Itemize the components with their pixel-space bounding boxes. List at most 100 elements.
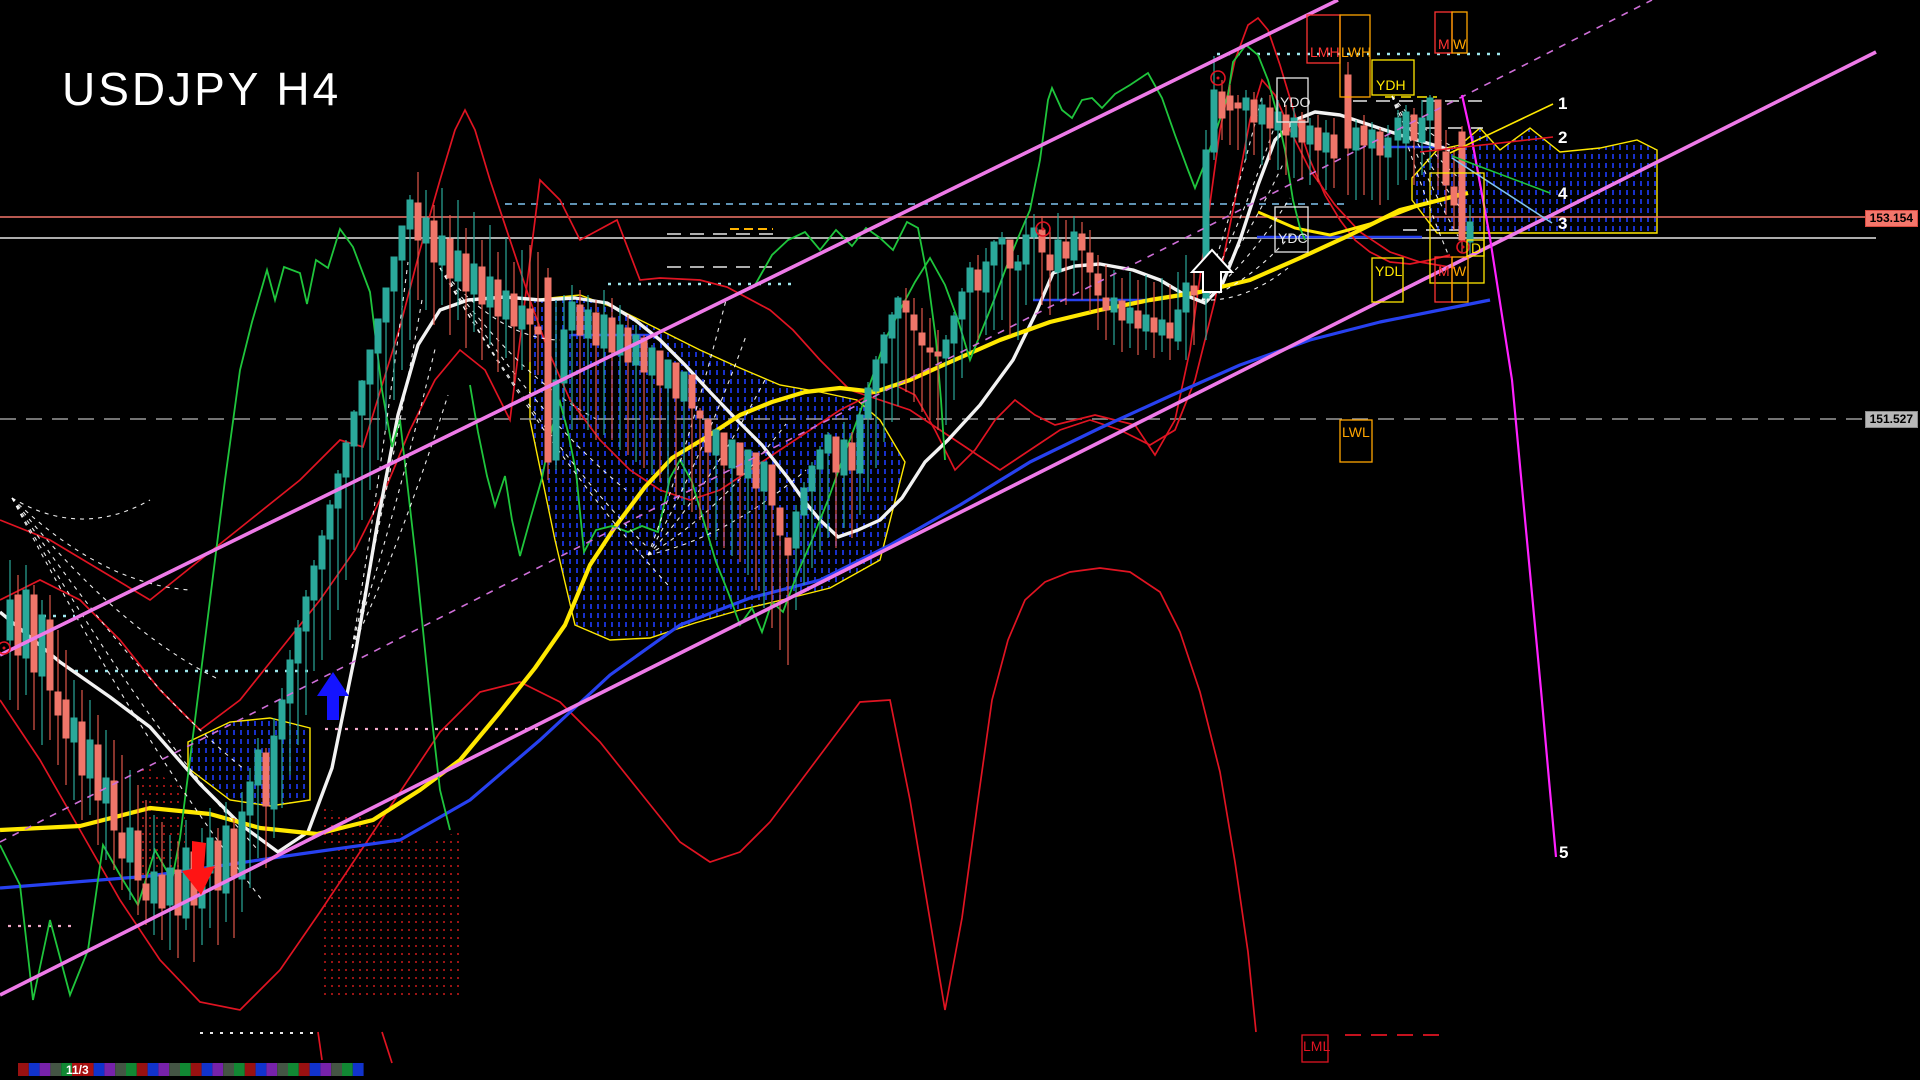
strip-block	[126, 1063, 137, 1076]
candle	[22, 565, 30, 695]
fan-number-2[interactable]: 2	[1558, 128, 1567, 147]
fan-dash-line	[439, 267, 599, 421]
fan-dash-line	[11, 497, 191, 591]
candle	[286, 650, 294, 775]
candle	[1242, 90, 1250, 160]
candle	[656, 350, 664, 482]
candle	[510, 262, 518, 382]
level-label-ydl: YDL	[1375, 263, 1402, 279]
circle-marker[interactable]	[1456, 240, 1470, 254]
level-box-ydl[interactable]: YDL	[1371, 257, 1404, 303]
fan-number-3[interactable]: 3	[1558, 214, 1567, 233]
violet-channel-upper[interactable]	[0, 0, 1339, 657]
fan-dash-line	[1201, 267, 1289, 301]
orchid-dashed[interactable]	[0, 0, 1653, 843]
candle	[1450, 150, 1458, 230]
arrow-up-white[interactable]	[1189, 248, 1235, 293]
circle-marker[interactable]	[1210, 70, 1226, 86]
fan-number-1[interactable]: 1	[1558, 94, 1567, 113]
fan-number-4[interactable]: 4	[1558, 184, 1568, 203]
fan-ray-4[interactable]	[1451, 157, 1553, 224]
candle	[302, 590, 310, 715]
level-box-lwh[interactable]: LWH	[1339, 14, 1371, 98]
candle	[1384, 125, 1392, 200]
fan-ray-3[interactable]	[1451, 155, 1551, 194]
strip-block	[190, 1063, 202, 1076]
arrow-down-red[interactable]	[182, 841, 215, 895]
fan-ray-1[interactable]	[1449, 103, 1554, 154]
date-label: 11/3	[66, 1063, 89, 1077]
cloud-mid-blue	[529, 294, 906, 641]
level-box-lmh[interactable]: LMH	[1306, 14, 1341, 64]
candle	[1110, 270, 1118, 345]
candle	[446, 215, 454, 335]
candle	[262, 748, 270, 868]
candle	[776, 507, 784, 650]
candle	[1086, 230, 1094, 312]
candle	[366, 349, 374, 490]
level-box-ydo[interactable]: YDO	[1276, 77, 1310, 123]
strip-block	[28, 1063, 40, 1076]
candle	[1078, 222, 1086, 300]
level-box-m-top[interactable]: M	[1434, 11, 1453, 54]
candle	[1158, 278, 1166, 352]
candle	[926, 318, 934, 420]
circle-marker[interactable]	[0, 641, 11, 655]
weekly-level-price-tag[interactable]: 151.527	[1864, 411, 1918, 428]
candle	[326, 500, 334, 640]
candle	[174, 842, 182, 958]
candle	[158, 822, 166, 940]
candle	[632, 325, 640, 462]
candle	[1352, 120, 1360, 200]
level-box-lwl[interactable]: LWL	[1339, 419, 1373, 463]
candle	[1174, 272, 1182, 350]
candle	[752, 452, 760, 590]
candle	[358, 380, 366, 520]
magenta-projection[interactable]	[1460, 94, 1558, 858]
candle	[1070, 216, 1078, 295]
current-price-tag[interactable]: 153.154	[1864, 210, 1918, 227]
candle	[544, 268, 552, 480]
circle-marker[interactable]	[1035, 221, 1051, 237]
chart-title: USDJPY H4	[62, 63, 342, 115]
fan-number-5[interactable]: 5	[1559, 843, 1568, 862]
candle	[414, 172, 422, 300]
candle	[840, 422, 848, 528]
candle	[1046, 228, 1054, 315]
fan-ray-2[interactable]	[1419, 136, 1554, 153]
level-box-ydh[interactable]: YDH	[1371, 59, 1415, 96]
candle	[888, 312, 896, 422]
candle	[1210, 56, 1218, 160]
level-box-w-top[interactable]: W	[1451, 11, 1468, 54]
frame-yellow-frame[interactable]	[1429, 172, 1485, 284]
candle	[70, 680, 78, 800]
fan-dash-line	[351, 394, 449, 649]
level-box-d-box[interactable]: D	[1466, 239, 1485, 257]
strip-block	[342, 1063, 353, 1076]
fan-dash-line	[439, 267, 649, 549]
candle	[134, 785, 142, 915]
ma-yellow-kijun	[1257, 192, 1461, 237]
candle	[720, 432, 728, 548]
candle	[374, 318, 382, 460]
candle	[398, 225, 406, 370]
level-box-lml[interactable]: LML	[1301, 1034, 1330, 1063]
candle	[934, 330, 942, 430]
drawn-objects[interactable]	[0, 0, 1877, 997]
arrow-up-blue[interactable]	[317, 672, 349, 720]
green-main	[0, 227, 451, 1001]
candle	[1250, 92, 1258, 155]
candle	[270, 718, 278, 838]
level-box-w-mid[interactable]: W	[1451, 256, 1469, 303]
strip-block	[93, 1063, 105, 1076]
violet-channel-lower[interactable]	[0, 50, 1877, 997]
candle	[150, 815, 158, 935]
level-box-m-mid[interactable]: M	[1434, 256, 1453, 303]
level-box-ydc[interactable]: YDC	[1274, 206, 1309, 253]
level-label-ydh: YDH	[1376, 77, 1406, 93]
candle	[1102, 265, 1110, 340]
candle	[54, 630, 62, 765]
